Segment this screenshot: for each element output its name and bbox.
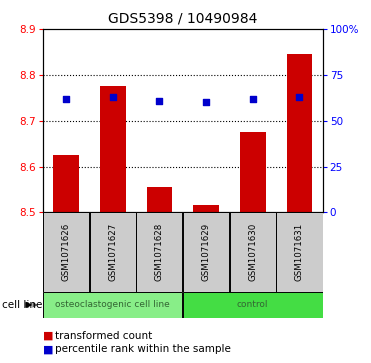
FancyBboxPatch shape bbox=[43, 212, 89, 292]
Text: GSM1071628: GSM1071628 bbox=[155, 223, 164, 281]
Text: transformed count: transformed count bbox=[55, 331, 152, 341]
Text: control: control bbox=[237, 301, 269, 309]
FancyBboxPatch shape bbox=[136, 212, 183, 292]
Bar bbox=[240, 132, 266, 212]
FancyBboxPatch shape bbox=[43, 292, 183, 318]
Text: cell line: cell line bbox=[2, 300, 42, 310]
FancyBboxPatch shape bbox=[230, 212, 276, 292]
Bar bbox=[100, 86, 125, 212]
Text: percentile rank within the sample: percentile rank within the sample bbox=[55, 344, 231, 354]
Bar bbox=[286, 54, 312, 212]
Bar bbox=[147, 187, 172, 212]
Text: GSM1071630: GSM1071630 bbox=[248, 223, 257, 281]
Bar bbox=[193, 205, 219, 212]
FancyBboxPatch shape bbox=[276, 212, 322, 292]
FancyBboxPatch shape bbox=[183, 292, 322, 318]
Bar bbox=[53, 155, 79, 212]
Text: ■: ■ bbox=[43, 344, 53, 354]
Point bbox=[110, 94, 116, 100]
FancyBboxPatch shape bbox=[89, 212, 136, 292]
Text: GSM1071626: GSM1071626 bbox=[62, 223, 70, 281]
Point bbox=[63, 96, 69, 102]
Text: osteoclastogenic cell line: osteoclastogenic cell line bbox=[55, 301, 170, 309]
FancyBboxPatch shape bbox=[183, 212, 229, 292]
Point bbox=[157, 98, 162, 103]
Text: GSM1071631: GSM1071631 bbox=[295, 223, 304, 281]
Point bbox=[250, 96, 256, 102]
Text: GSM1071629: GSM1071629 bbox=[201, 223, 211, 281]
Title: GDS5398 / 10490984: GDS5398 / 10490984 bbox=[108, 11, 257, 25]
Point bbox=[203, 99, 209, 105]
Text: ■: ■ bbox=[43, 331, 53, 341]
Point bbox=[296, 94, 302, 100]
Text: GSM1071627: GSM1071627 bbox=[108, 223, 117, 281]
